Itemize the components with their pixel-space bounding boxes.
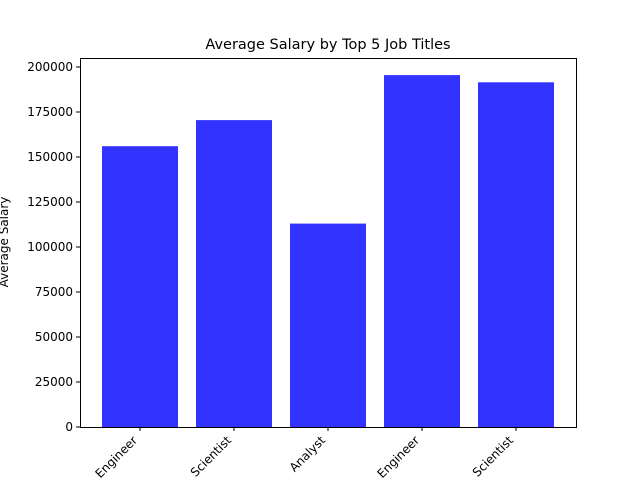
y-tick-label: 50000: [35, 330, 73, 344]
y-tick-label: 125000: [27, 195, 73, 209]
bar-4: [384, 75, 460, 427]
y-tick-label: 0: [65, 420, 73, 434]
y-tick-label: 200000: [27, 60, 73, 74]
x-tick-label: Scientist: [470, 433, 517, 480]
bar-2: [196, 120, 272, 427]
y-axis-label: Average Salary: [0, 197, 11, 288]
x-tick-label: Engineer: [92, 433, 140, 480]
y-tick-label: 100000: [27, 240, 73, 254]
bar-3: [290, 223, 366, 427]
x-tick-label: Engineer: [374, 433, 422, 480]
y-tick-label: 175000: [27, 105, 73, 119]
y-tick-label: 25000: [35, 375, 73, 389]
y-ticks-group: 0 25000 50000 75000 100000 125000 150000 175000…: [27, 60, 80, 434]
x-tick-label: Scientist: [188, 433, 235, 480]
bar-5: [478, 82, 554, 428]
y-tick-label: 150000: [27, 150, 73, 164]
x-ticks-group: Engineer Scientist Analyst Engineer Scientis…: [92, 427, 517, 480]
x-tick-label: Analyst: [287, 433, 329, 475]
chart-title: Average Salary by Top 5 Job Titles: [205, 37, 450, 53]
plot-frame: [80, 58, 577, 428]
y-tick-label: 75000: [35, 285, 73, 299]
bar-1: [102, 146, 178, 427]
bars-group: [102, 75, 554, 428]
